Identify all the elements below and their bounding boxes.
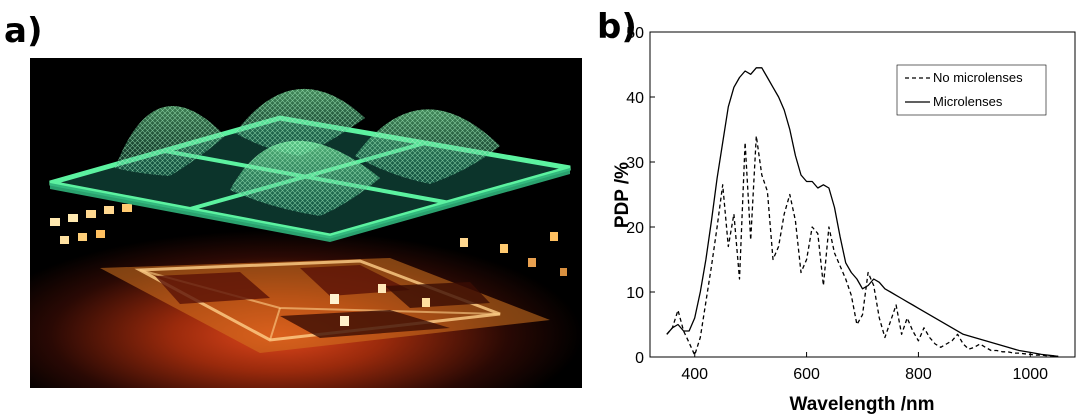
series-layer (666, 67, 1059, 358)
microlens-render-image (30, 58, 582, 388)
panel-a-label: a) (4, 11, 43, 51)
x-tick-label: 1000 (1012, 366, 1048, 383)
y-tick-label: 40 (626, 90, 644, 107)
x-tick-label: 800 (905, 366, 932, 383)
axis-ticks: 400 600 800 1000 0 10 20 30 40 50 (626, 25, 1048, 383)
y-tick-label: 30 (626, 155, 644, 172)
chip-layer (50, 204, 567, 353)
legend-label-no-microlenses: No microlenses (933, 70, 1023, 85)
series-line-microlenses (666, 67, 1059, 358)
legend-label-microlenses: Microlenses (933, 94, 1003, 109)
y-axis-label: PDP /% (612, 162, 633, 228)
y-tick-label: 50 (626, 25, 644, 42)
panel-b-label: b) (597, 7, 637, 47)
y-tick-label: 20 (626, 220, 644, 237)
x-tick-label: 600 (793, 366, 820, 383)
series-line-no-microlenses (666, 135, 1059, 358)
microlens-array (49, 88, 571, 242)
legend: No microlenses Microlenses (896, 64, 1047, 116)
x-axis-label: Wavelength /nm (790, 394, 935, 415)
y-tick-label: 0 (635, 350, 644, 367)
y-tick-label: 10 (626, 285, 644, 302)
x-tick-label: 400 (681, 366, 708, 383)
legend-box (896, 64, 1047, 116)
